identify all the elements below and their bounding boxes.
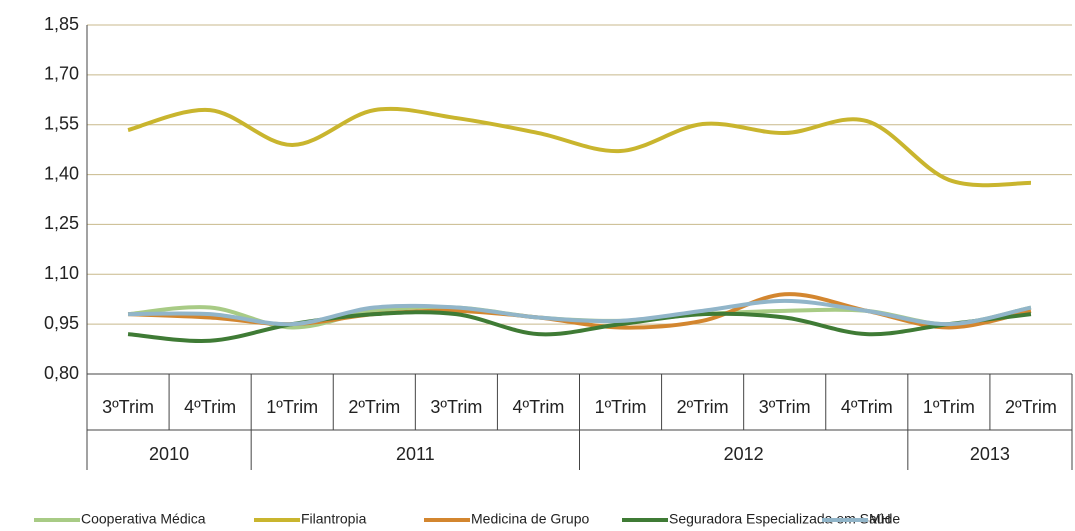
group-label: 2013	[970, 444, 1010, 464]
x-tick-label: 3ºTrim	[102, 397, 154, 417]
y-tick-label: 1,85	[44, 14, 79, 34]
legend-label: Medicina de Grupo	[471, 511, 590, 527]
legend-label: Cooperativa Médica	[81, 511, 206, 527]
x-tick-label: 4ºTrim	[841, 397, 893, 417]
group-label: 2010	[149, 444, 189, 464]
x-tick-label: 2ºTrim	[677, 397, 729, 417]
y-tick-label: 1,10	[44, 263, 79, 283]
x-tick-label: 4ºTrim	[184, 397, 236, 417]
y-tick-label: 1,25	[44, 213, 79, 233]
x-tick-label: 4ºTrim	[513, 397, 565, 417]
x-tick-label: 1ºTrim	[923, 397, 975, 417]
series-line	[127, 106, 1032, 188]
x-tick-label: 3ºTrim	[430, 397, 482, 417]
y-tick-label: 1,70	[44, 64, 79, 84]
y-tick-label: 1,40	[44, 163, 79, 183]
y-tick-label: 1,55	[44, 113, 79, 133]
x-tick-label: 2ºTrim	[1005, 397, 1057, 417]
group-label: 2011	[396, 444, 435, 464]
x-tick-label: 1ºTrim	[266, 397, 318, 417]
y-tick-label: 0,95	[44, 313, 79, 333]
x-tick-label: 3ºTrim	[759, 397, 811, 417]
x-tick-label: 2ºTrim	[348, 397, 400, 417]
series-line	[128, 298, 1032, 327]
legend-label: Seguradora Especializada em Saúde	[669, 511, 900, 527]
y-tick-label: 0,80	[44, 363, 79, 383]
x-tick-label: 1ºTrim	[595, 397, 647, 417]
group-label: 2012	[724, 444, 764, 464]
legend-label: Filantropia	[301, 511, 367, 527]
legend-label: MH	[869, 511, 891, 527]
